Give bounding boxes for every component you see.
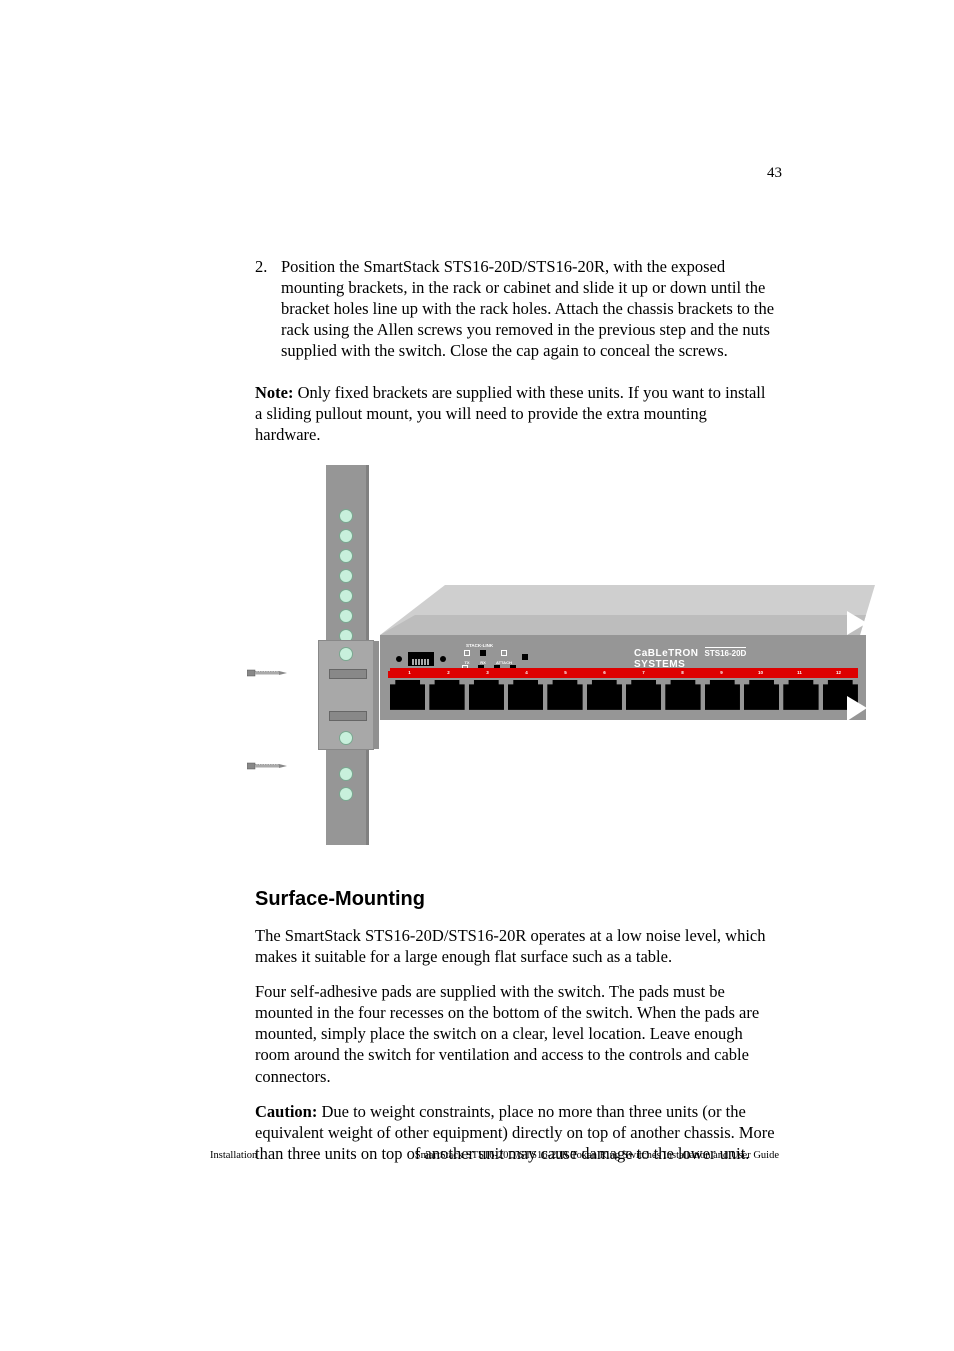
list-text: Position the SmartStack STS16-20D/STS16-… <box>281 256 775 362</box>
port-number-bar: 1 2 3 4 5 6 7 8 9 10 11 12 <box>390 668 858 678</box>
paragraph: Four self-adhesive pads are supplied wit… <box>255 981 775 1087</box>
footer-right: SmartStack STS16-20D/STS16-20R Token Rin… <box>415 1150 779 1161</box>
rail-hole <box>339 609 353 623</box>
stacklink-leds: TX RX ATTACH <box>464 650 528 665</box>
port-number: 8 <box>663 668 702 678</box>
port-number: 7 <box>624 668 663 678</box>
list-number: 2. <box>255 256 281 362</box>
rail-hole <box>339 529 353 543</box>
rail-hole <box>339 549 353 563</box>
rj-port <box>665 680 700 710</box>
port-dot <box>396 656 402 662</box>
rj-port <box>390 680 425 710</box>
rail-hole <box>339 787 353 801</box>
rj-port <box>469 680 504 710</box>
port-number: 3 <box>468 668 507 678</box>
footer-left: Installation <box>210 1150 257 1161</box>
rail-hole <box>339 569 353 583</box>
management-port <box>396 649 446 669</box>
rj-port <box>626 680 661 710</box>
note-paragraph: Note: Only fixed brackets are supplied w… <box>255 382 775 445</box>
led-indicator <box>522 654 528 660</box>
page-content: 2. Position the SmartStack STS16-20D/STS… <box>255 256 775 1178</box>
rj-jack <box>408 652 434 666</box>
port-number: 1 <box>390 668 429 678</box>
bracket-hole <box>339 731 353 745</box>
rj-port <box>429 680 464 710</box>
port-number: 4 <box>507 668 546 678</box>
bracket-slot <box>329 669 367 679</box>
device-inner: STACK-LINK MANAGEMENT TX RX <box>386 641 860 714</box>
section-heading: Surface-Mounting <box>255 888 775 911</box>
rj-port <box>744 680 779 710</box>
port-number: 2 <box>429 668 468 678</box>
port-number: 10 <box>741 668 780 678</box>
rj-port <box>547 680 582 710</box>
rack-mount-figure: STACK-LINK MANAGEMENT TX RX <box>255 465 775 850</box>
note-text: Only fixed brackets are supplied with th… <box>255 383 765 444</box>
brand-main: CaBLeTRON <box>634 648 699 659</box>
paragraph: The SmartStack STS16-20D/STS16-20R opera… <box>255 925 775 967</box>
allen-screw <box>247 761 287 769</box>
rj-ports-row <box>390 680 858 710</box>
led-indicator <box>480 650 486 656</box>
stacklink-label: STACK-LINK <box>466 643 493 648</box>
panel-cut-edge <box>847 611 867 721</box>
page-number: 43 <box>767 165 782 182</box>
rj-port <box>587 680 622 710</box>
rj-port <box>783 680 818 710</box>
caution-label: Caution: <box>255 1102 317 1121</box>
rj-port <box>705 680 740 710</box>
model-label: STS16-20D <box>705 647 747 658</box>
rj-port <box>508 680 543 710</box>
led-indicator <box>464 650 470 656</box>
port-number: 9 <box>702 668 741 678</box>
page-footer: Installation SmartStack STS16-20D/STS16-… <box>210 1150 779 1161</box>
bracket-flange <box>373 641 379 749</box>
led-indicator <box>501 650 507 656</box>
mounting-bracket <box>318 640 374 750</box>
port-number: 5 <box>546 668 585 678</box>
switch-front-panel: STACK-LINK MANAGEMENT TX RX <box>380 635 866 720</box>
port-number: 11 <box>780 668 819 678</box>
rail-hole <box>339 509 353 523</box>
allen-screw <box>247 668 287 676</box>
bracket-slot <box>329 711 367 721</box>
rail-hole <box>339 589 353 603</box>
port-number: 6 <box>585 668 624 678</box>
numbered-list-item: 2. Position the SmartStack STS16-20D/STS… <box>255 256 775 362</box>
rail-hole <box>339 767 353 781</box>
brand-logo: CaBLeTRON SYSTEMS <box>634 648 699 670</box>
brand-area: CaBLeTRON SYSTEMS STS16-20D <box>634 647 746 670</box>
bracket-hole <box>339 647 353 661</box>
note-label: Note: <box>255 383 293 402</box>
port-dot <box>440 656 446 662</box>
